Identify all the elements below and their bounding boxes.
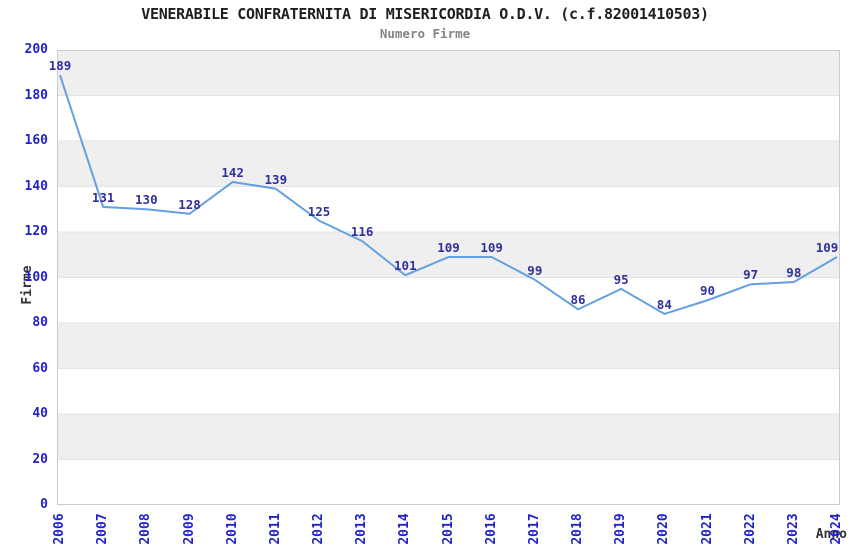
x-tick-label: 2006 — [52, 513, 67, 545]
y-tick-label: 200 — [24, 42, 48, 57]
data-point-value-label: 90 — [699, 283, 716, 299]
background-band — [57, 232, 840, 278]
data-point-value-label: 142 — [221, 164, 244, 180]
data-point-value-label: 125 — [307, 203, 331, 219]
data-point-value-label: 95 — [613, 271, 629, 287]
y-tick-label: 60 — [32, 360, 48, 376]
data-point-value-label: 130 — [135, 192, 158, 208]
data-point-value-label: 84 — [656, 296, 672, 312]
x-tick-label: 2019 — [613, 513, 629, 545]
data-point-value-label: 97 — [743, 267, 759, 283]
background-band — [57, 50, 840, 96]
data-point-value-label: 116 — [350, 224, 374, 240]
x-tick-label: 2008 — [138, 513, 154, 545]
x-tick-label: 2022 — [742, 513, 758, 545]
x-tick-label: 2023 — [785, 513, 801, 545]
y-tick-label: 140 — [24, 178, 48, 194]
x-axis-title: Anno — [815, 527, 847, 542]
background-band — [57, 323, 840, 369]
data-point-value-label: 109 — [480, 240, 503, 256]
x-tick-label: 2010 — [224, 513, 240, 545]
chart-subtitle: Numero Firme — [379, 26, 471, 41]
x-tick-label: 2016 — [483, 513, 499, 545]
data-point-value-label: 131 — [91, 189, 115, 205]
x-tick-label: 2012 — [311, 513, 326, 545]
x-tick-label: 2017 — [526, 513, 542, 545]
y-tick-label: 20 — [32, 451, 48, 467]
data-point-value-label: 101 — [394, 258, 417, 274]
x-tick-label: 2020 — [656, 513, 672, 545]
x-tick-label: 2018 — [570, 513, 585, 545]
y-tick-label: 100 — [24, 269, 48, 285]
x-tick-label: 2011 — [267, 513, 283, 545]
y-tick-label: 180 — [24, 87, 48, 103]
x-tick-label: 2014 — [397, 513, 413, 545]
data-point-value-label: 128 — [178, 196, 201, 212]
y-tick-label: 80 — [32, 315, 48, 330]
data-point-value-label: 109 — [437, 240, 460, 256]
y-tick-label: 160 — [24, 133, 48, 148]
y-axis-title: Firme — [20, 265, 35, 305]
data-point-value-label: 189 — [48, 58, 72, 74]
background-band — [57, 141, 840, 187]
x-tick-label: 2013 — [354, 513, 370, 545]
x-tick-label: 2015 — [440, 513, 456, 545]
line-chart-canvas — [57, 50, 840, 505]
y-tick-label: 120 — [24, 224, 48, 239]
data-point-value-label: 86 — [570, 292, 586, 308]
y-tick-label: 0 — [40, 497, 48, 512]
x-tick-label: 2024 — [829, 513, 844, 545]
chart-title: VENERABILE CONFRATERNITA DI MISERICORDIA… — [141, 5, 709, 23]
plot-border — [57, 50, 840, 505]
data-point-value-label: 98 — [786, 265, 802, 281]
data-point-value-label: 109 — [815, 240, 839, 256]
x-tick-label: 2009 — [181, 513, 197, 545]
data-point-value-label: 139 — [264, 171, 288, 187]
x-tick-label: 2021 — [699, 513, 715, 545]
data-point-value-label: 99 — [527, 262, 543, 278]
x-tick-label: 2007 — [95, 513, 111, 545]
y-tick-label: 40 — [32, 406, 48, 421]
plot-area — [57, 50, 840, 505]
data-series-line — [59, 74, 838, 315]
background-band — [57, 414, 840, 460]
